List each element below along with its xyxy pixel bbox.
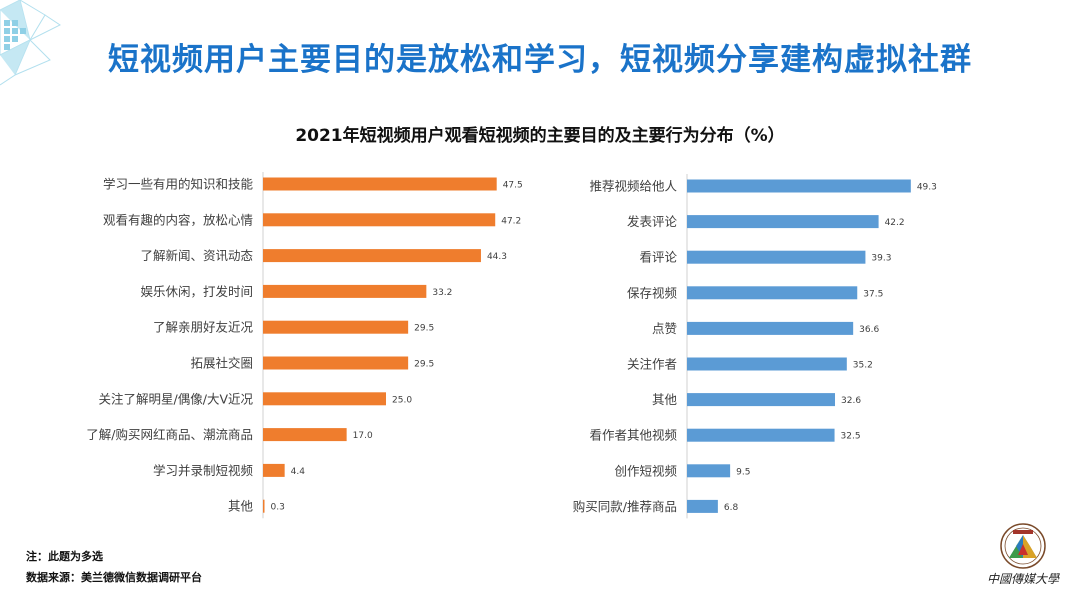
category-label: 发表评论 <box>627 214 678 229</box>
category-label: 学习一些有用的知识和技能 <box>103 177 254 192</box>
bar <box>263 177 497 191</box>
category-label: 其他 <box>652 392 678 407</box>
bar <box>687 464 731 478</box>
category-label: 购买同款/推荐商品 <box>573 499 677 514</box>
data-label: 25.0 <box>392 395 412 405</box>
bar <box>263 499 265 513</box>
footnote-data-source: 数据来源：美兰德微信数据调研平台 <box>26 571 202 584</box>
left-bar-chart: 学习一些有用的知识和技能 47.5 观看有趣的内容，放松心情 47.2 了解新闻、资讯动… <box>86 172 523 519</box>
data-label: 29.5 <box>414 324 434 334</box>
bar <box>263 428 347 442</box>
bar <box>687 357 847 371</box>
category-label: 看评论 <box>639 250 677 265</box>
headline: 短视频用户主要目的是放松和学习，短视频分享建构虚拟社群 <box>108 42 972 78</box>
category-label: 了解新闻、资讯动态 <box>140 248 253 263</box>
bar <box>687 428 835 442</box>
category-label: 点赞 <box>652 321 677 336</box>
data-label: 32.5 <box>841 432 861 442</box>
bar <box>263 249 481 263</box>
university-name: 中國傳媒大學 <box>986 572 1059 586</box>
data-label: 32.6 <box>841 396 861 406</box>
footnote-multiple-choice: 注：此题为多选 <box>26 550 103 563</box>
data-label: 39.3 <box>871 254 891 264</box>
corner-network-decoration <box>0 0 61 86</box>
bar <box>263 463 285 477</box>
category-label: 观看有趣的内容，放松心情 <box>103 212 253 227</box>
data-label: 49.3 <box>917 183 937 193</box>
category-label: 了解亲朋好友近况 <box>153 320 254 335</box>
category-label: 看作者其他视频 <box>589 428 677 443</box>
data-label: 6.8 <box>724 503 739 513</box>
data-label: 0.3 <box>271 503 285 513</box>
category-label: 创作短视频 <box>614 463 677 478</box>
bar <box>263 392 386 406</box>
bar <box>687 321 854 335</box>
data-label: 47.2 <box>501 216 521 226</box>
data-label: 4.4 <box>291 467 306 477</box>
category-label: 拓展社交圈 <box>190 356 253 371</box>
bar <box>687 250 866 264</box>
category-label: 学习并录制短视频 <box>153 463 254 478</box>
data-label: 33.2 <box>432 288 452 298</box>
category-label: 关注作者 <box>627 357 677 372</box>
category-label: 其他 <box>228 499 254 514</box>
bar <box>687 179 911 193</box>
data-label: 17.0 <box>353 431 373 441</box>
bar <box>263 213 496 227</box>
university-seal-icon <box>1000 523 1046 569</box>
bar <box>687 286 858 300</box>
category-label: 推荐视频给他人 <box>589 179 677 194</box>
chart-title: 2021年短视频用户观看短视频的主要目的及主要行为分布（%） <box>295 126 785 146</box>
data-label: 29.5 <box>414 360 434 370</box>
bar <box>263 356 409 370</box>
bar <box>263 320 409 334</box>
data-label: 47.5 <box>503 181 523 191</box>
data-label: 9.5 <box>736 467 750 477</box>
category-label: 娱乐休闲，打发时间 <box>140 284 253 299</box>
data-label: 44.3 <box>487 252 507 262</box>
data-label: 42.2 <box>885 218 905 228</box>
category-label: 了解/购买网红商品、潮流商品 <box>86 427 253 442</box>
category-label: 保存视频 <box>627 285 678 300</box>
bar <box>687 499 718 513</box>
bar <box>263 284 427 298</box>
category-label: 关注了解明星/偶像/大V近况 <box>99 391 254 406</box>
data-label: 37.5 <box>863 289 883 299</box>
bar <box>687 215 879 229</box>
bar <box>687 393 836 407</box>
data-label: 35.2 <box>853 361 873 371</box>
university-logo: 中國傳媒大學 <box>975 522 1071 598</box>
data-label: 36.6 <box>859 325 879 335</box>
